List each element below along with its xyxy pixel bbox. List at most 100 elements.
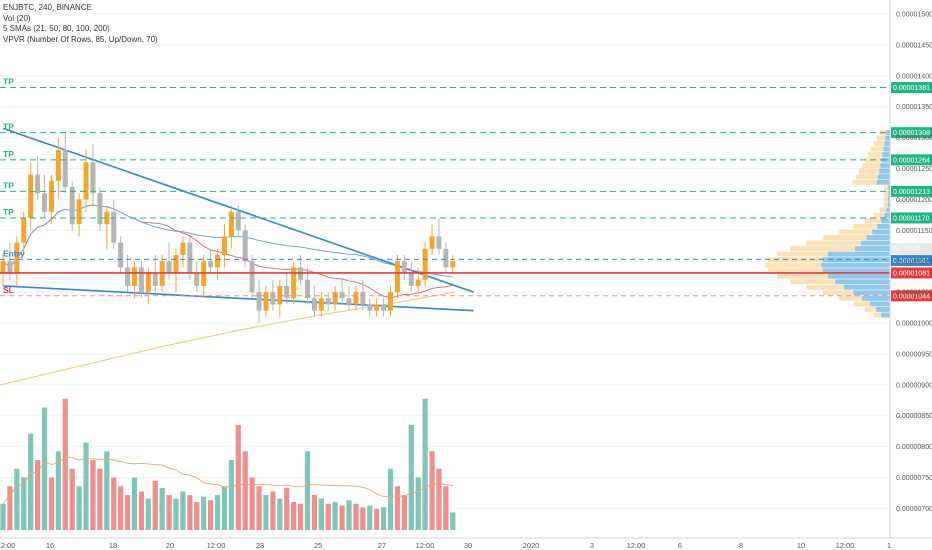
volume-bar [394,486,401,530]
volume-bar [83,442,89,530]
candle-body [118,242,124,268]
legend-volume[interactable]: Vol (20) [3,13,31,23]
price-tick-label: 0.00001500 [896,12,932,19]
volume-bar [381,507,387,530]
volume-profile-row-up [839,229,873,235]
volume-profile-row-down [860,240,890,246]
level-tp-badge [891,82,932,94]
volume-bar [291,502,297,530]
volume-bar [387,468,394,530]
volume-bar [166,495,172,530]
candle-body [28,174,34,218]
candle-body [325,298,331,305]
candle-body [90,162,96,194]
candle-body [360,292,366,305]
candle-body [374,304,380,311]
candle-body [450,261,456,268]
volume-bar [249,477,255,530]
candle-body [394,261,400,293]
legend-smas[interactable]: 5 SMAs (21, 50, 80, 100, 200) [3,24,110,33]
volume-profile-row-down [887,190,890,196]
volume-profile-row-up [765,262,822,268]
time-tick-label: 2020 [523,541,540,550]
volume-profile-row-down [827,273,890,279]
volume-profile-row-down [878,174,890,180]
volume-profile-row-down [876,179,890,185]
legend-symbol[interactable]: ENJBTC, 240, BINANCE [3,3,92,12]
level-label-tp: TP [3,180,14,190]
candle-body [166,261,172,274]
volume-bar [401,495,407,530]
price-tick-label: 0.00001050 [896,290,932,297]
volume-bar [118,486,124,530]
price-tick-label: 0.00001350 [896,104,932,111]
price-tick-label: 0.00001450 [896,42,932,49]
candle-body [408,273,414,286]
price-tick-label: 0.00001150 [896,228,932,235]
countdown-badge-text: 01:18:40 [893,246,920,253]
price-levels: TP 0.00001381 TP 0.00001308 TP 0.00001264 TP 0.… [0,77,932,302]
volume-profile-row-down [822,268,890,274]
time-tick-label: 20 [166,541,174,550]
price-axis[interactable]: 0.00001500 0.00001450 0.00001400 0.00001350… [889,0,932,538]
volume-bar [270,491,276,530]
candle-body [194,273,200,286]
volume-profile-row-up [864,306,877,312]
volume-bar [131,477,138,530]
volume-profile-row-down [887,196,890,202]
volume-profile [765,130,890,318]
candle-body [353,292,359,305]
volume-profile-row-up [864,218,882,224]
candle-body [401,261,407,274]
volume-profile-row-up [883,201,888,207]
chart-legend: ENJBTC, 240, BINANCE Vol (20) 5 SMAs (21… [3,3,158,45]
volume-profile-row-down [855,246,890,252]
candle-body [443,248,449,268]
volume-bar [346,500,352,530]
volume-bar [104,451,110,530]
time-axis[interactable]: 12:0016182012:0023252712:00302020312:006… [0,537,932,550]
price-tick-label: 0.00001400 [896,73,932,80]
volume-bar [242,451,248,530]
candle-body [76,199,82,225]
level-label-tp: TP [3,149,14,159]
level-label-tp: TP [3,207,14,217]
volume-profile-row-up [873,312,881,318]
price-tick-label: 0.00001200 [896,197,932,204]
level-tp-badge [891,154,932,166]
volume-bar [97,468,103,530]
candle-body [332,292,338,305]
candle-body [270,292,276,305]
volume-profile-row-down [877,224,890,229]
volume-profile-row-up [776,251,828,257]
time-tick-label: 18 [109,541,117,550]
volume-bar [297,503,304,530]
volume-bar [284,488,290,530]
legend-vpvr[interactable]: VPVR (Number Of Rows, 85, Up/Down, 70) [3,34,158,44]
volume-bar [173,498,179,530]
volume-profile-row-down [887,201,890,207]
volume-bar [408,425,414,530]
volume-profile-row-down [887,185,890,191]
volume-bar [69,468,75,530]
volume-bar [201,496,207,530]
level-label-sl: SL [3,285,14,295]
price-tick-label: 0.00000950 [896,351,932,358]
volume-bar [304,451,311,530]
countdown-badge [891,243,932,255]
volume-bar [367,505,373,530]
time-tick-label: 12:00 [416,541,435,550]
volume-profile-row-up [823,290,854,296]
time-tick-label: 8 [739,541,743,550]
volume-bar [422,398,428,530]
volume-profile-row-down [866,235,890,240]
volume-bar [374,509,380,530]
volume-ma-line [2,456,453,505]
level-tp-badge [891,212,932,224]
volume-profile-row-up [879,207,887,213]
candle-body [367,304,373,311]
volume-profile-row-up [806,284,844,290]
volume-bar [325,503,331,530]
candle-body [346,298,352,305]
